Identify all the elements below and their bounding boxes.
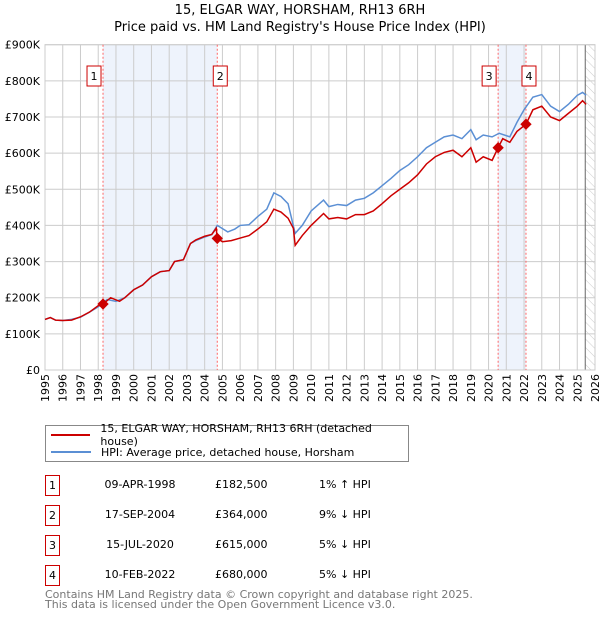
sale-label-box	[481, 65, 497, 87]
legend-label: HPI: Average price, detached house, Hors…	[101, 445, 355, 459]
x-tick-label: 2000	[128, 374, 141, 402]
legend-swatch-property	[51, 434, 91, 436]
y-tick-label: £600K	[5, 147, 41, 160]
y-tick-label: £200K	[5, 292, 41, 305]
sale-label-box	[86, 65, 102, 87]
legend-item-hpi: HPI: Average price, detached house, Hors…	[51, 444, 354, 460]
x-tick-label: 2007	[252, 374, 265, 402]
x-tick-label: 2001	[145, 374, 158, 402]
x-tick-label: 2023	[536, 374, 549, 402]
x-tick-label: 2002	[163, 374, 176, 402]
footer-licence: This data is licensed under the Open Gov…	[45, 598, 396, 611]
legend: 15, ELGAR WAY, HORSHAM, RH13 6RH (detach…	[45, 422, 409, 462]
x-tick-label: 2012	[341, 374, 354, 402]
x-tick-label: 2004	[199, 374, 212, 402]
sale-badge: 1	[45, 475, 60, 496]
sale-point	[211, 232, 223, 245]
legend-swatch-hpi	[51, 451, 91, 453]
x-tick-label: 2010	[305, 374, 318, 402]
chart-title: 15, ELGAR WAY, HORSHAM, RH13 6RH	[174, 3, 426, 18]
x-tick-label: 2015	[394, 374, 407, 402]
plot-area: 1995 1996 1997 1998 1999 2000 2001 2002 2003 2004…	[5, 39, 600, 402]
x-tick-label: 2021	[500, 374, 513, 402]
sale-date: 10-FEB-2022	[104, 568, 176, 581]
x-tick-label: 2024	[554, 374, 567, 402]
x-tick-label: 2018	[447, 374, 460, 402]
x-tick-label: 2008	[270, 374, 283, 402]
x-tick-label: 1995	[39, 374, 52, 402]
sale-label: 3	[486, 70, 493, 83]
sale-date: 15-JUL-2020	[106, 538, 174, 551]
sale-point	[492, 142, 504, 154]
x-tick-label: 2006	[234, 374, 247, 402]
x-tick-label: 2022	[518, 374, 531, 402]
sale-hpi-diff: 5% ↓ HPI	[319, 568, 371, 581]
sale-hpi-diff: 9% ↓ HPI	[319, 508, 371, 521]
y-tick-label: £0	[26, 364, 40, 377]
x-tick-label: 2020	[483, 374, 496, 402]
x-tick-label: 2014	[376, 374, 389, 402]
sale-label: 4	[525, 70, 532, 83]
footer-copyright: Contains HM Land Registry data © Crown c…	[45, 588, 473, 601]
x-tick-label: 1999	[110, 374, 123, 402]
y-tick-label: £700K	[5, 111, 41, 124]
chart-subtitle: Price paid vs. HM Land Registry's House …	[114, 20, 486, 35]
x-tick-label: 2025	[571, 374, 584, 402]
x-tick-label: 2017	[429, 374, 442, 402]
legend-label: 15, ELGAR WAY, HORSHAM, RH13 6RH (detach…	[100, 422, 372, 448]
x-tick-label: 1996	[57, 374, 70, 402]
sale-label: 1	[91, 70, 98, 83]
sale-price: £364,000	[215, 508, 268, 521]
x-tick-label: 2011	[323, 374, 336, 402]
sale-hpi-diff: 1% ↑ HPI	[319, 478, 371, 491]
sale-badge: 4	[45, 565, 60, 586]
y-tick-label: £800K	[5, 75, 41, 88]
y-tick-label: £500K	[5, 183, 41, 196]
x-tick-label: 2026	[589, 374, 600, 402]
x-tick-label: 2016	[412, 374, 425, 402]
x-tick-label: 2005	[216, 374, 229, 402]
y-tick-label: £900K	[5, 39, 41, 52]
sale-date: 09-APR-1998	[104, 478, 176, 491]
y-tick-label: £300K	[5, 256, 41, 269]
table-row: 3 15-JUL-2020 £615,000 5% ↓ HPI	[45, 535, 445, 556]
y-tick-label: £400K	[5, 219, 41, 232]
footer: Contains HM Land Registry data © Crown c…	[45, 588, 473, 611]
plot-border	[44, 44, 596, 371]
x-tick-label: 2019	[465, 374, 478, 402]
y-tick-label: £100K	[5, 328, 41, 341]
sale-date: 17-SEP-2004	[104, 508, 176, 521]
legend-item-property: 15, ELGAR WAY, HORSHAM, RH13 6RH (detach…	[51, 422, 408, 448]
table-row: 2 17-SEP-2004 £364,000 9% ↓ HPI	[45, 505, 445, 526]
shaded-range	[498, 44, 526, 370]
sale-label: 2	[217, 70, 224, 83]
shaded-range	[103, 44, 218, 370]
sale-price: £680,000	[215, 568, 268, 581]
table-row: 1 09-APR-1998 £182,500 1% ↑ HPI	[45, 475, 445, 496]
x-tick-label: 1998	[92, 374, 105, 402]
sale-badge: 3	[45, 535, 60, 556]
sale-label-box	[521, 65, 537, 87]
x-tick-label: 2003	[181, 374, 194, 402]
sale-hpi-diff: 5% ↓ HPI	[319, 538, 371, 551]
sale-badge: 2	[45, 505, 60, 526]
sale-price: £182,500	[215, 478, 268, 491]
x-tick-label: 2009	[287, 374, 300, 402]
x-tick-label: 1997	[74, 374, 87, 402]
x-tick-label: 2013	[358, 374, 371, 402]
sale-price: £615,000	[215, 538, 268, 551]
sale-label-box	[212, 65, 228, 87]
forecast-hatch	[585, 44, 595, 370]
table-row: 4 10-FEB-2022 £680,000 5% ↓ HPI	[45, 565, 445, 586]
